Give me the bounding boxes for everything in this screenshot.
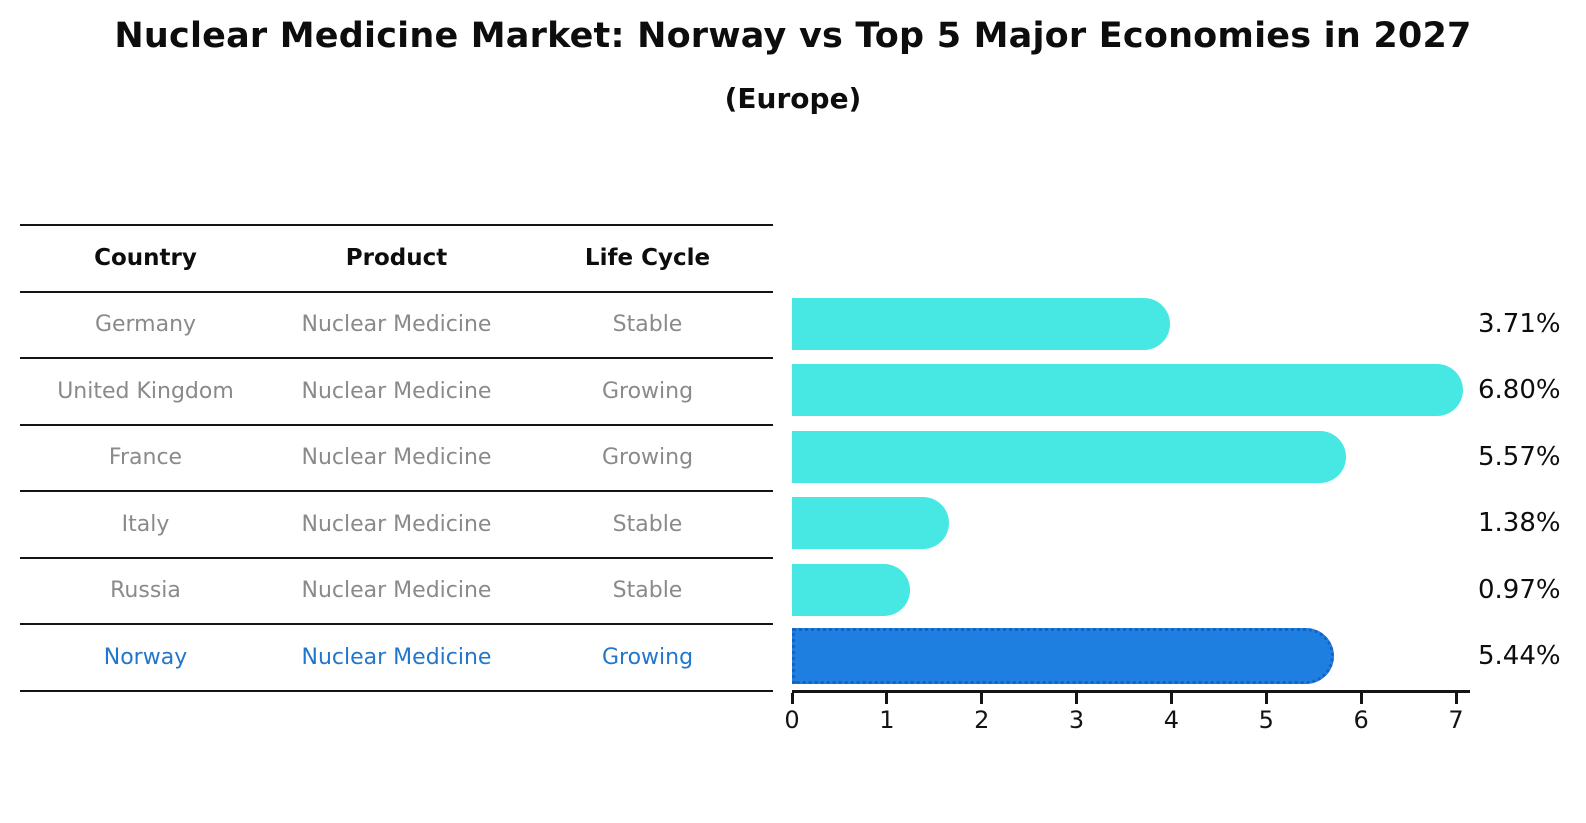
column-header-product: Product (345, 245, 448, 272)
value-label: 6.80% (1478, 375, 1561, 406)
table-row: Norway Nuclear Medicine Growing (20, 625, 773, 692)
cell-lifecycle: Stable (612, 511, 683, 537)
cell-product: Nuclear Medicine (301, 644, 492, 670)
value-label: 3.71% (1478, 308, 1561, 339)
table-row: United Kingdom Nuclear Medicine Growing (20, 359, 773, 426)
x-tick-label: 1 (879, 706, 895, 734)
cell-product: Nuclear Medicine (301, 445, 492, 471)
x-tick-label: 2 (974, 706, 990, 734)
value-label: 5.57% (1478, 441, 1561, 472)
value-labels-group: 3.71% 6.80% 5.57% 1.38% 0.97% 5.44% (1478, 291, 1586, 690)
cell-country: Norway (103, 644, 188, 670)
cell-country: Germany (94, 312, 197, 338)
bar-france (792, 430, 1346, 483)
bar-row (792, 557, 1470, 624)
table-row: Italy Nuclear Medicine Stable (20, 492, 773, 559)
cell-product: Nuclear Medicine (301, 312, 492, 338)
x-axis-line (792, 690, 1470, 693)
column-header-country: Country (94, 245, 197, 272)
cell-country: Russia (110, 578, 181, 604)
x-tick (1169, 693, 1173, 704)
x-tick (885, 693, 889, 704)
country-table: Country Product Life Cycle Germany Nuclea… (20, 224, 773, 692)
x-tick (1264, 693, 1268, 704)
value-label: 0.97% (1478, 574, 1561, 605)
table-body: Germany Nuclear Medicine Stable United King… (20, 293, 773, 692)
bar-germany (792, 297, 1170, 350)
cell-lifecycle: Stable (612, 578, 683, 604)
bar-row (792, 357, 1470, 424)
table-row: France Nuclear Medicine Growing (20, 426, 773, 492)
cell-lifecycle: Growing (601, 445, 694, 471)
cell-product: Nuclear Medicine (301, 378, 492, 404)
cell-lifecycle: Growing (601, 378, 694, 404)
x-tick-label: 5 (1258, 706, 1274, 734)
cell-product: Nuclear Medicine (301, 578, 492, 604)
cell-product: Nuclear Medicine (301, 511, 492, 537)
x-tick (1359, 693, 1363, 704)
cell-lifecycle: Stable (612, 312, 683, 338)
column-header-lifecycle: Life Cycle (584, 245, 711, 272)
chart-title: Nuclear Medicine Market: Norway vs Top 5… (114, 16, 1472, 56)
x-tick (1075, 693, 1079, 704)
x-tick (1454, 693, 1458, 704)
bar-united-kingdom (792, 364, 1463, 416)
x-tick-label: 6 (1353, 706, 1369, 734)
x-tick (980, 693, 984, 704)
bar-italy (792, 497, 949, 549)
cell-country: France (108, 445, 183, 471)
bar-norway (792, 628, 1334, 684)
chart-subtitle: (Europe) (724, 82, 862, 115)
bar-plot-area (792, 291, 1470, 690)
bar-russia (792, 563, 910, 616)
bar-row (792, 291, 1470, 358)
bar-row (792, 623, 1470, 690)
bar-row (792, 424, 1470, 491)
x-tick-label: 4 (1163, 706, 1180, 734)
value-label: 1.38% (1478, 508, 1561, 539)
table-header-row: Country Product Life Cycle (20, 226, 773, 293)
x-tick (790, 693, 794, 704)
value-label: 5.44% (1478, 641, 1561, 672)
cell-country: United Kingdom (57, 378, 234, 404)
x-tick-label: 0 (784, 706, 800, 734)
cell-country: Italy (121, 511, 170, 537)
table-row: Russia Nuclear Medicine Stable (20, 559, 773, 625)
x-tick-label: 3 (1068, 706, 1085, 734)
x-tick-label: 7 (1448, 706, 1464, 734)
bars-group (792, 291, 1470, 690)
table-row: Germany Nuclear Medicine Stable (20, 293, 773, 359)
cell-lifecycle: Growing (601, 644, 694, 670)
bar-row (792, 490, 1470, 557)
